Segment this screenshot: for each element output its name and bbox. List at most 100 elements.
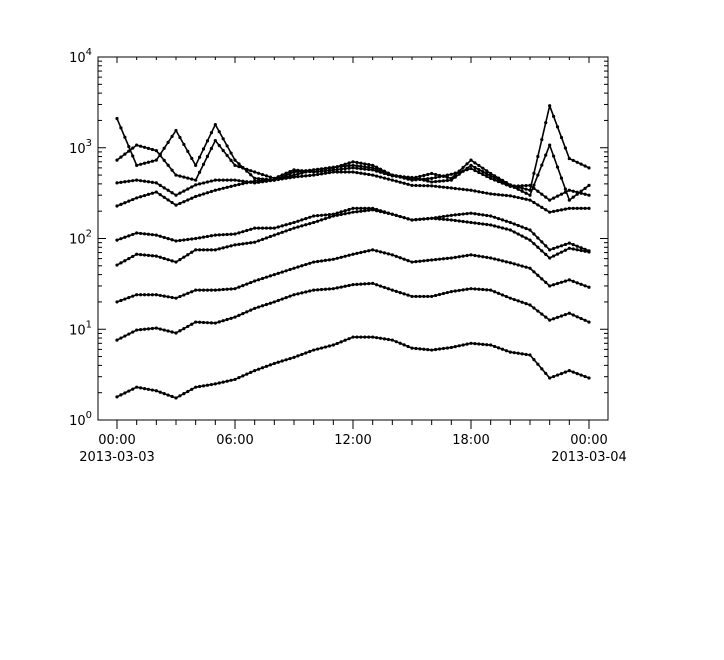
data-point (272, 361, 276, 366)
line-marker (316, 288, 320, 292)
data-point (272, 226, 276, 230)
line-marker (209, 179, 213, 183)
line-marker (316, 347, 320, 351)
data-point (469, 188, 473, 192)
line-marker (540, 192, 544, 196)
data-point (351, 335, 355, 339)
line-marker (217, 187, 221, 191)
line-marker (127, 145, 131, 149)
line-marker (229, 378, 233, 382)
line-marker (288, 267, 292, 272)
line-marker (378, 284, 383, 288)
data-point (430, 258, 434, 262)
line-marker (304, 290, 308, 294)
line-marker (280, 359, 284, 363)
line-marker (512, 262, 516, 266)
line-marker (493, 178, 497, 182)
line-marker (571, 279, 575, 283)
line-marker (520, 234, 524, 238)
data-point (449, 186, 453, 190)
line-marker (516, 185, 520, 189)
line-marker (552, 246, 556, 251)
line-marker (402, 343, 406, 347)
data-point (390, 212, 394, 216)
data-point (331, 257, 335, 261)
line-marker (327, 171, 331, 175)
data-point (174, 173, 178, 177)
line-marker (190, 185, 194, 189)
line-marker (343, 162, 347, 166)
y-tick-exponent: 4 (86, 47, 92, 58)
line-marker (316, 214, 320, 218)
line-marker (123, 235, 127, 239)
data-point (390, 174, 394, 178)
line-marker (555, 252, 560, 256)
line-marker (268, 274, 272, 278)
line-marker (139, 231, 143, 236)
line-marker (481, 287, 485, 292)
line-marker (186, 198, 190, 202)
line-marker (347, 253, 351, 257)
axis-ticks (98, 57, 608, 429)
line-marker (418, 177, 422, 181)
line-marker (398, 174, 402, 179)
line-marker (339, 212, 343, 217)
line-marker (445, 185, 449, 190)
line-marker (445, 346, 449, 350)
line-marker (477, 167, 481, 172)
line-marker (398, 291, 402, 295)
line-marker (453, 175, 457, 179)
line-marker (441, 346, 446, 351)
line-marker (146, 293, 151, 297)
line-marker (319, 213, 324, 217)
y-tick-base: 10 (69, 323, 86, 338)
data-point (233, 158, 237, 162)
line-marker (563, 187, 568, 191)
line-marker (445, 173, 449, 177)
line-marker (386, 173, 390, 177)
line-marker (166, 329, 170, 333)
line-marker (190, 156, 194, 160)
line-marker (119, 298, 123, 303)
data-point (410, 218, 414, 222)
data-point (135, 385, 139, 389)
line-marker (367, 167, 371, 172)
line-marker (319, 169, 324, 173)
line-marker (288, 169, 292, 174)
line-marker (493, 224, 497, 228)
line-marker (544, 121, 548, 125)
line-marker (485, 169, 489, 173)
line-marker (378, 170, 383, 174)
line-marker (434, 257, 438, 262)
data-point (351, 283, 355, 287)
line-marker (559, 371, 564, 376)
line-marker (162, 195, 166, 199)
line-marker (453, 186, 457, 191)
line-marker (131, 179, 135, 183)
line-marker (426, 184, 430, 188)
series-9 (115, 138, 591, 202)
plot-frame (97, 56, 609, 421)
line-marker (504, 193, 508, 198)
data-point (390, 338, 394, 342)
line-marker (426, 348, 430, 352)
line-marker (260, 276, 265, 281)
line-marker (544, 280, 548, 285)
line-marker (414, 260, 418, 264)
line-marker (237, 285, 241, 289)
line-marker (142, 161, 147, 165)
line-marker (563, 370, 568, 374)
line-marker (473, 221, 477, 225)
line-marker (308, 222, 312, 226)
data-point (213, 233, 217, 237)
line-marker (461, 212, 465, 216)
line-marker (493, 176, 497, 180)
data-point (351, 252, 355, 256)
line-marker (402, 181, 406, 185)
line-marker (119, 393, 123, 397)
line-marker (229, 287, 233, 291)
line-marker (579, 373, 583, 377)
line-marker (123, 152, 127, 156)
data-point (174, 239, 178, 243)
line-marker (339, 170, 343, 174)
